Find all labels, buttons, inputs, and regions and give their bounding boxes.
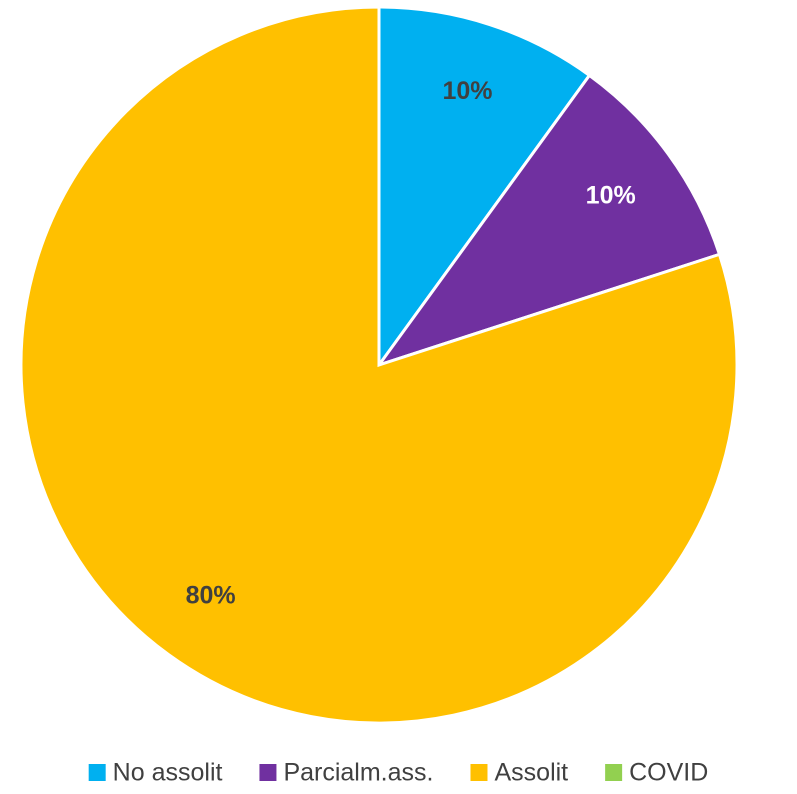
legend-swatch [605, 764, 623, 781]
pie-slice [375, 73, 722, 368]
pie-slice [377, 5, 592, 370]
data-label: 10% [442, 77, 492, 105]
legend: No assolit Parcialm.ass. Assolit COVID [88, 759, 708, 787]
legend-label: COVID [629, 759, 708, 787]
legend-swatch [470, 764, 488, 781]
legend-label: Parcialm.ass. [283, 759, 433, 787]
pie-slice [19, 5, 739, 725]
pie [19, 5, 739, 725]
data-label: 10% [586, 181, 636, 209]
legend-swatch [88, 764, 106, 781]
legend-label: Assolit [494, 759, 568, 787]
legend-label: No assolit [113, 759, 223, 787]
data-label: 80% [186, 581, 236, 609]
legend-swatch [259, 764, 277, 781]
